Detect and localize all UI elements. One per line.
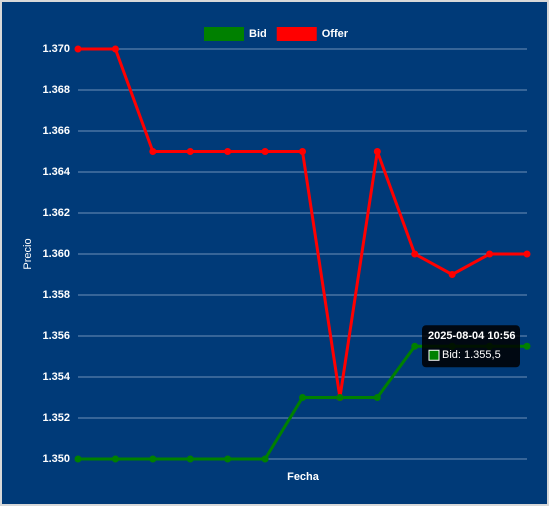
x-axis-title: Fecha (287, 471, 320, 483)
data-point (523, 250, 531, 258)
y-tick-label: 1.362 (42, 207, 70, 219)
tooltip-label: Bid: 1.355,5 (442, 349, 501, 361)
data-point (299, 394, 306, 401)
data-point (486, 250, 494, 258)
data-point (336, 394, 344, 401)
tooltip: 2025-08-04 10:56 Bid: 1.355,5 (422, 325, 520, 368)
data-point (224, 455, 232, 463)
data-point (261, 148, 269, 155)
data-point (523, 342, 531, 350)
data-point (186, 455, 194, 463)
y-tick-label: 1.350 (42, 453, 70, 465)
data-point (74, 455, 82, 463)
y-tick-label: 1.370 (42, 43, 70, 55)
y-tick-label: 1.358 (42, 289, 70, 301)
tooltip-title: 2025-08-04 10:56 (428, 330, 515, 342)
data-point (373, 394, 381, 401)
y-tick-label: 1.354 (42, 371, 70, 383)
data-point (149, 455, 157, 463)
data-point (261, 455, 269, 463)
y-axis-title: Precio (22, 238, 34, 269)
data-point (149, 148, 157, 155)
data-point (411, 250, 419, 258)
legend-label: Bid (249, 28, 267, 40)
data-point (74, 45, 82, 53)
legend-swatch (276, 27, 317, 41)
tooltip-box (422, 325, 520, 368)
y-tick-label: 1.356 (42, 330, 70, 342)
y-tick-label: 1.368 (42, 84, 70, 96)
data-point (373, 148, 381, 155)
y-tick-label: 1.352 (42, 412, 70, 424)
data-point (111, 45, 119, 53)
data-point (224, 148, 232, 155)
tooltip-swatch (428, 349, 440, 361)
data-point (448, 271, 456, 278)
y-tick-label: 1.366 (42, 125, 70, 137)
y-tick-label: 1.364 (42, 166, 70, 178)
data-point (111, 455, 119, 463)
legend-label: Offer (322, 28, 349, 40)
data-point (186, 148, 194, 155)
data-point (299, 148, 306, 155)
data-point (411, 342, 419, 350)
y-tick-label: 1.360 (42, 248, 70, 260)
legend-swatch (204, 27, 244, 41)
